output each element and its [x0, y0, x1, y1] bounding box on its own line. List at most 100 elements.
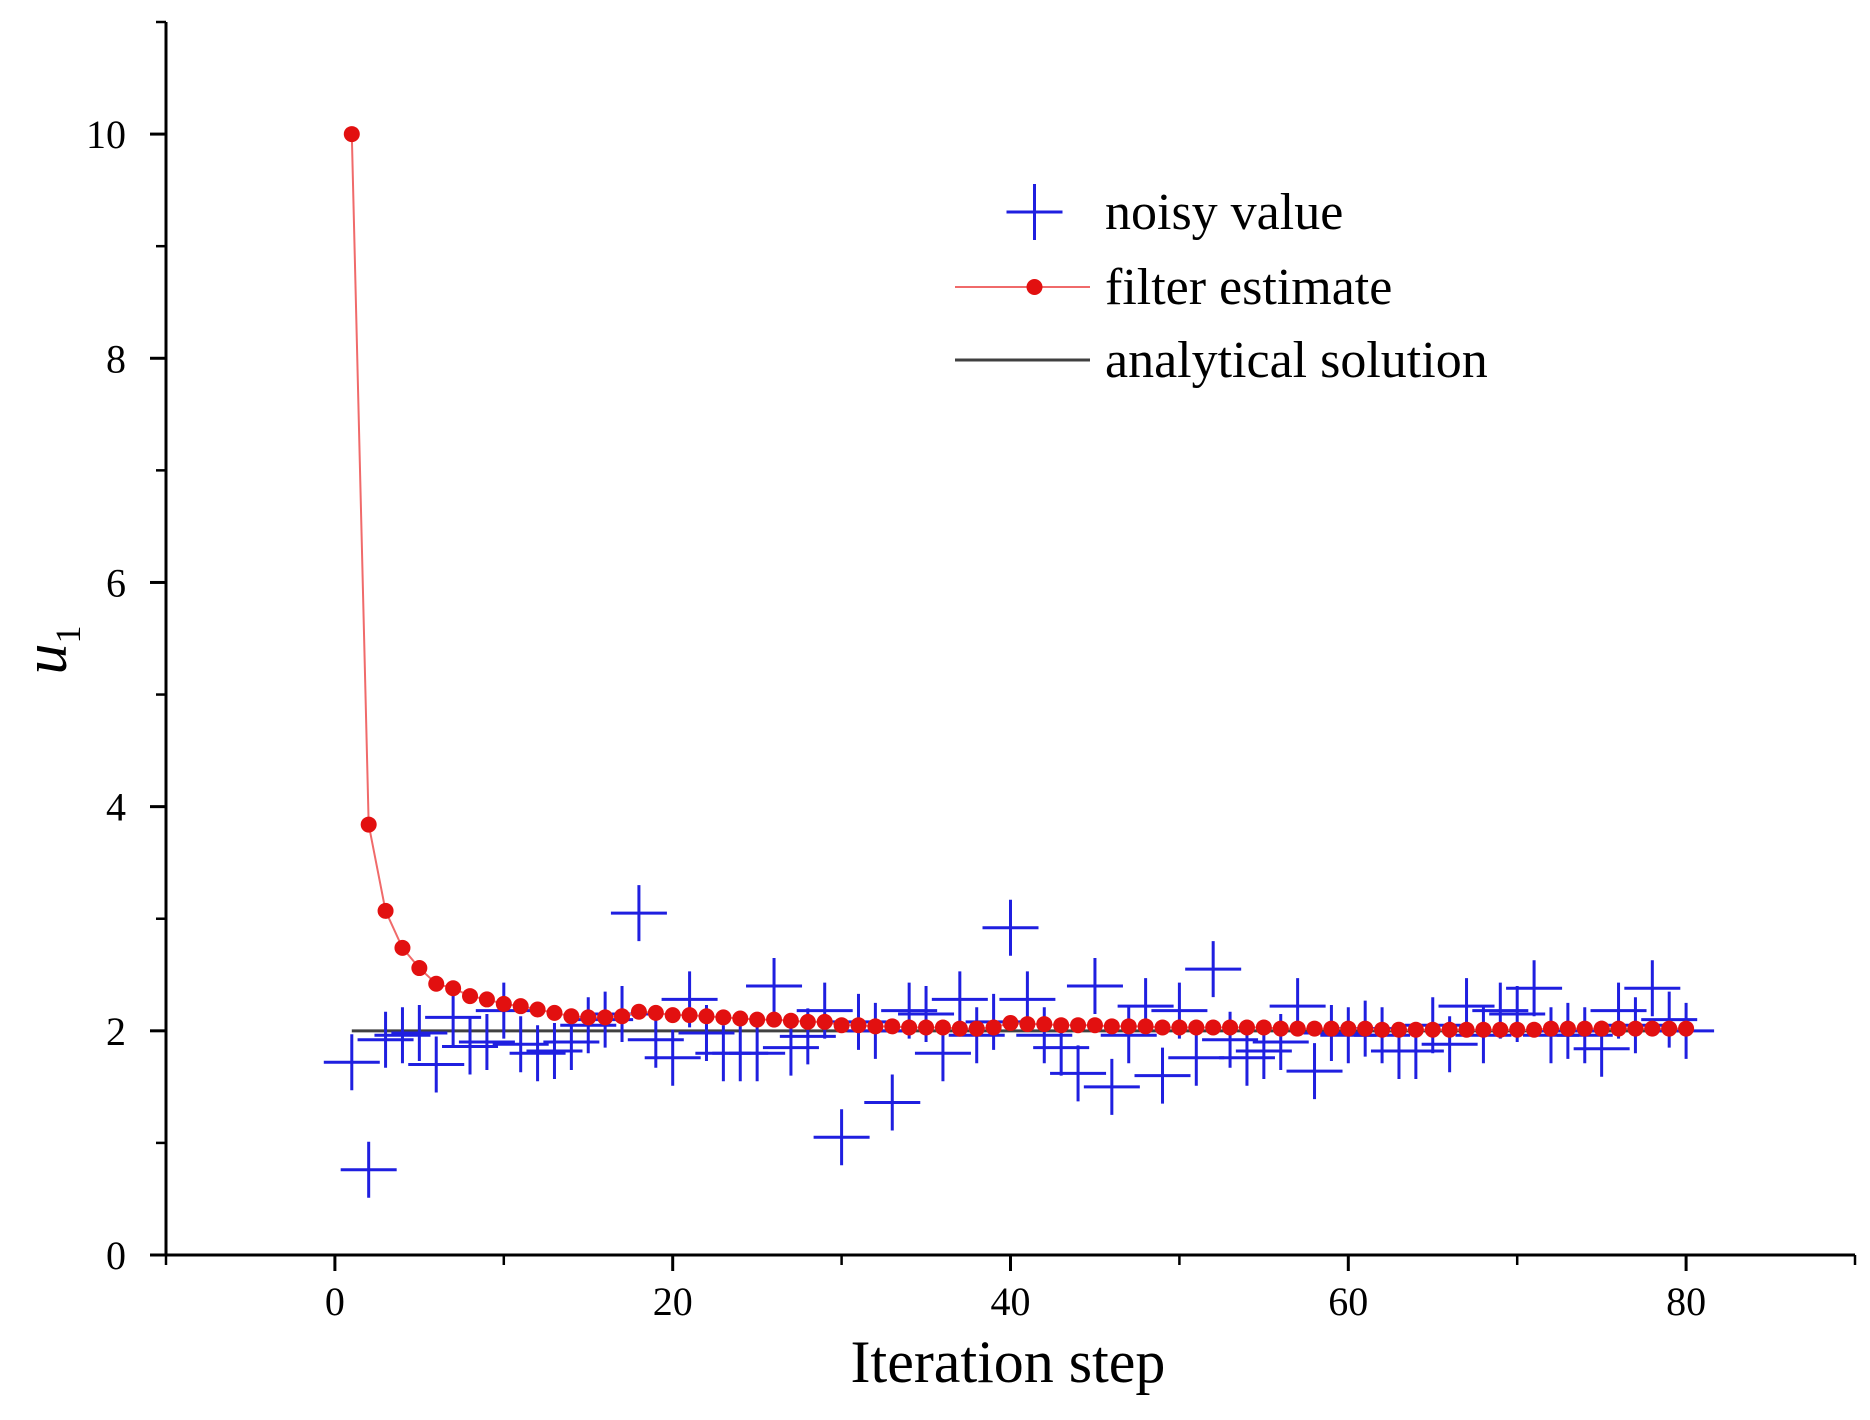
filter-estimate-point: [1661, 1020, 1678, 1037]
filter-estimate-point: [901, 1019, 918, 1036]
filter-estimate-point: [647, 1004, 664, 1021]
noisy-value-marker: [762, 1019, 819, 1076]
filter-estimate-point: [1238, 1019, 1255, 1036]
y-axis-title-subscript: 1: [48, 626, 88, 644]
svg-text:u1: u1: [12, 626, 88, 675]
noisy-value-marker: [1185, 941, 1242, 998]
filter-estimate-point: [816, 1013, 833, 1030]
filter-estimate-point: [850, 1017, 867, 1034]
filter-estimate-point: [1627, 1020, 1644, 1037]
filter-estimate-point: [766, 1011, 783, 1028]
filter-estimate-point: [1340, 1020, 1357, 1037]
filter-estimate-point: [1154, 1019, 1171, 1036]
filter-estimate-point: [1509, 1021, 1526, 1038]
filter-estimate-point: [934, 1019, 951, 1036]
noisy-value-marker: [610, 885, 667, 942]
noisy-value-marker: [982, 899, 1039, 956]
noisy-value-marker: [1083, 1058, 1140, 1115]
filter-estimate-point: [1086, 1017, 1103, 1034]
y-axis-title-main: u: [12, 644, 80, 675]
filter-estimate-point: [630, 1003, 647, 1020]
filter-estimate-point: [749, 1011, 766, 1028]
filter-estimate-point: [1678, 1020, 1695, 1037]
y-tick-label: 0: [106, 1233, 126, 1278]
filter-estimate-point: [1002, 1014, 1019, 1031]
noisy-value-marker: [729, 1025, 786, 1082]
filter-estimate-point: [1576, 1020, 1593, 1037]
noisy-value-marker: [492, 1016, 549, 1073]
noisy-value-marker: [1286, 1043, 1343, 1100]
noisy-value-marker: [340, 1141, 397, 1198]
filter-estimate-point: [614, 1008, 631, 1025]
filter-estimate-point: [1255, 1019, 1272, 1036]
noisy-value-marker: [357, 1011, 414, 1068]
filter-estimate-point: [698, 1008, 715, 1025]
noisy-value-marker: [1050, 1045, 1107, 1102]
filter-estimate-point: [1424, 1021, 1441, 1038]
noisy-value-marker: [1066, 957, 1123, 1014]
filter-estimate-point: [1390, 1021, 1407, 1038]
noisy-value-marker: [408, 1036, 465, 1093]
filter-estimate-point: [1120, 1018, 1137, 1035]
filter-estimate-point: [1137, 1018, 1154, 1035]
filter-estimate-point: [360, 816, 377, 833]
noisy-value-marker: [1218, 1029, 1275, 1086]
filter-estimate-point: [681, 1007, 698, 1024]
noisy-value-marker: [1641, 991, 1698, 1048]
filter-estimate-point: [428, 975, 445, 992]
filter-estimate-point: [546, 1004, 563, 1021]
legend-label: analytical solution: [1105, 332, 1488, 389]
noisy-value-marker: [644, 1029, 701, 1086]
filter-estimate-point: [715, 1009, 732, 1026]
legend-filter-estimate-dot-icon: [1026, 279, 1043, 295]
filter-estimate-point: [580, 1009, 597, 1026]
filter-estimate-point: [529, 1001, 546, 1018]
filter-estimate-point: [1171, 1019, 1188, 1036]
filter-estimate-point: [478, 991, 495, 1008]
filter-estimate-point: [1374, 1021, 1391, 1038]
filter-estimate-point: [343, 126, 360, 143]
filter-estimate-point: [1222, 1019, 1239, 1036]
x-tick-label: 80: [1666, 1279, 1706, 1324]
filter-estimate-point: [1188, 1019, 1205, 1036]
filter-estimate-point: [732, 1010, 749, 1027]
noisy-value-marker: [1168, 1029, 1225, 1086]
noisy-value-marker: [813, 1109, 870, 1166]
filter-estimate-point: [1542, 1020, 1559, 1037]
noisy-value-marker: [864, 1074, 921, 1131]
y-tick-label: 8: [106, 336, 126, 381]
filter-estimate-point: [1458, 1021, 1475, 1038]
noisy-value-marker: [442, 1018, 499, 1075]
x-tick-label: 40: [991, 1279, 1031, 1324]
filter-estimate-point: [1357, 1020, 1374, 1037]
noisy-value-marker: [425, 989, 482, 1046]
filter-estimate-point: [1526, 1021, 1543, 1038]
filter-estimate-point: [799, 1013, 816, 1030]
filter-estimate-point: [1644, 1020, 1661, 1037]
legend: noisy value filter estimate analytical sol…: [955, 184, 1488, 389]
noisy-value-marker: [1506, 960, 1563, 1017]
noisy-value-marker: [526, 1022, 583, 1079]
filter-estimate-point: [394, 939, 411, 956]
y-tick-label: 2: [106, 1009, 126, 1054]
filter-estimate-point: [884, 1018, 901, 1035]
y-tick-label: 10: [86, 112, 126, 157]
x-tick-label: 60: [1328, 1279, 1368, 1324]
x-axis-title: Iteration step: [851, 1329, 1166, 1395]
filter-estimate-point: [985, 1019, 1002, 1036]
labels-layer: Iteration step u1: [12, 626, 1165, 1396]
noisy-value-marker: [1100, 1007, 1157, 1064]
noisy-value-marker: [509, 1025, 566, 1082]
filter-estimate-point: [1070, 1017, 1087, 1034]
filter-estimate-point: [1306, 1020, 1323, 1037]
axes: 0 20 40 60 80 0 2 4 6 8 10: [86, 20, 1857, 1324]
series-layer: [323, 126, 1715, 1198]
noisy-value-marker: [746, 957, 803, 1014]
filter-estimate-point: [445, 980, 462, 997]
filter-estimate-point: [968, 1020, 985, 1037]
filter-estimate-point: [1019, 1016, 1036, 1033]
noisy-value-marker: [323, 1034, 380, 1091]
y-axis-title: u1: [12, 626, 88, 675]
x-tick-label: 20: [653, 1279, 693, 1324]
x-tick-label: 0: [325, 1279, 345, 1324]
